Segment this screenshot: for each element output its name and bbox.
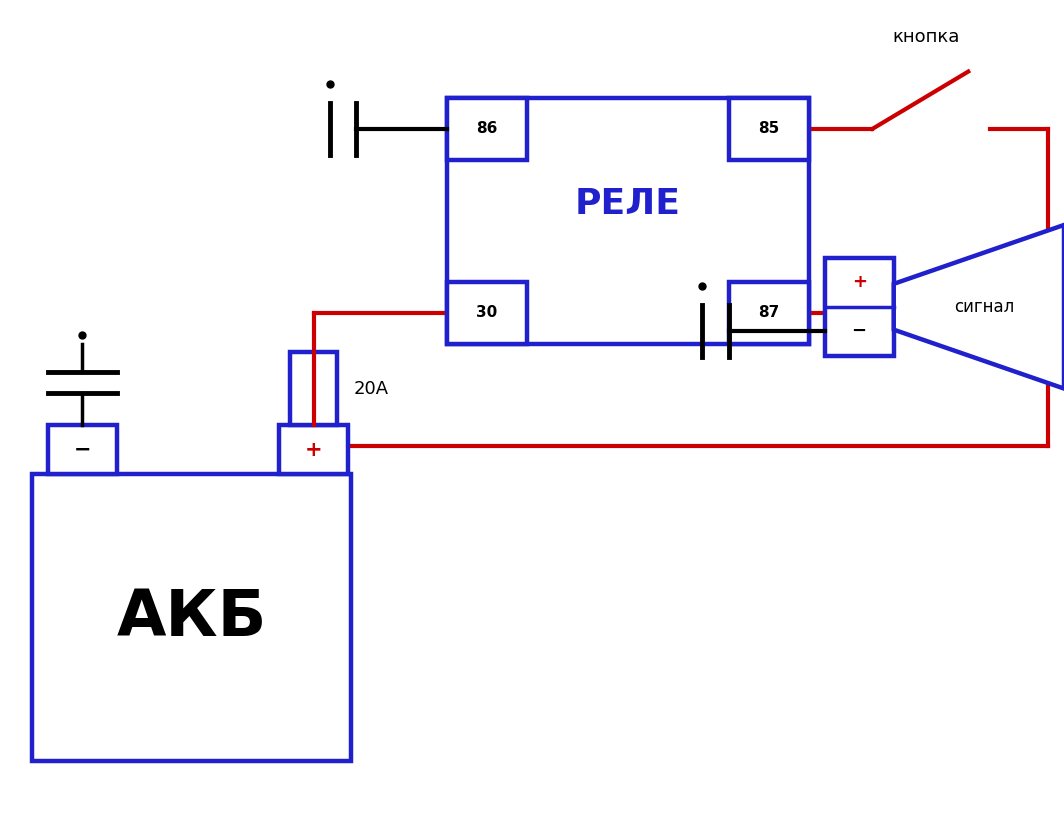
Text: сигнал: сигнал (954, 298, 1014, 316)
Text: кнопка: кнопка (892, 28, 960, 46)
Text: АКБ: АКБ (116, 587, 267, 649)
Bar (447, 98, 527, 160)
Bar (729, 98, 809, 160)
Text: +: + (305, 440, 322, 460)
Bar (825, 258, 894, 356)
Text: 86: 86 (476, 121, 498, 137)
Bar (447, 98, 809, 344)
Bar (447, 282, 527, 344)
Bar (729, 282, 809, 344)
Text: РЕЛЕ: РЕЛЕ (575, 187, 681, 222)
Text: 20А: 20А (353, 380, 388, 398)
Polygon shape (894, 225, 1064, 389)
Bar (48, 425, 117, 474)
Bar (32, 474, 351, 761)
Text: −: − (851, 322, 867, 340)
Text: 30: 30 (477, 305, 497, 321)
Text: −: − (73, 440, 92, 460)
Bar (279, 425, 348, 474)
Bar (290, 352, 337, 425)
Text: 85: 85 (759, 121, 779, 137)
Text: 87: 87 (759, 305, 779, 321)
Text: +: + (851, 273, 867, 291)
